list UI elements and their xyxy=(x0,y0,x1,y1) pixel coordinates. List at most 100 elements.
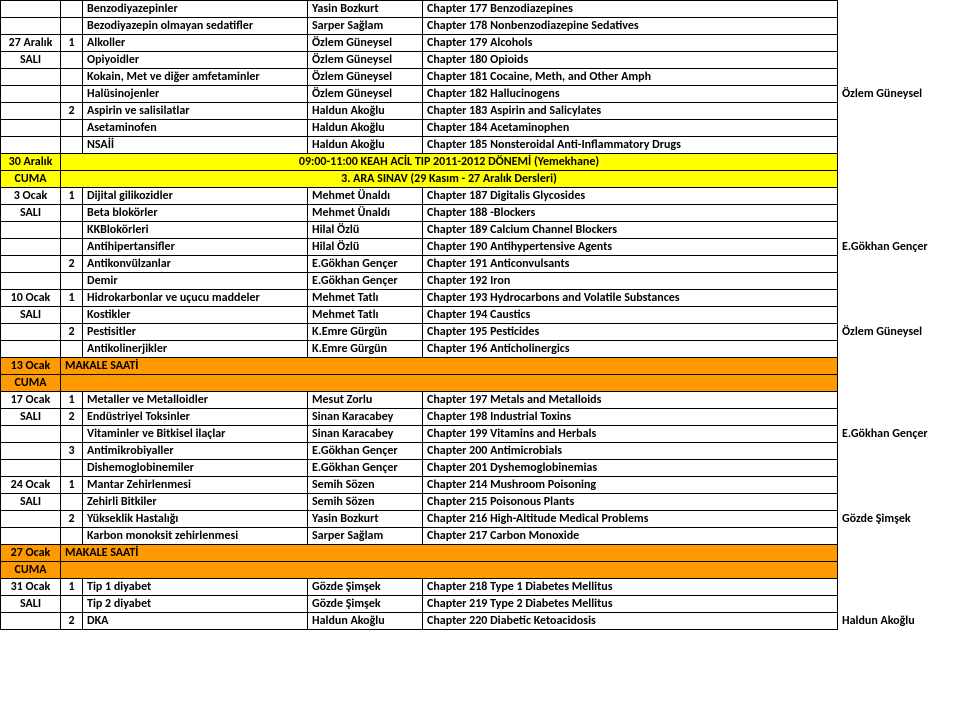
date-cell xyxy=(1,18,61,35)
num-cell xyxy=(61,1,83,18)
merged-cell xyxy=(61,375,838,392)
topic-cell: Benzodiyazepinler xyxy=(83,1,308,18)
num-cell: 2 xyxy=(61,256,83,273)
chapter-cell: Chapter 215 Poisonous Plants xyxy=(423,494,838,511)
chapter-cell: Chapter 197 Metals and Metalloids xyxy=(423,392,838,409)
date-cell: 17 Ocak xyxy=(1,392,61,409)
side-cell xyxy=(838,120,960,137)
person-cell: K.Emre Gürgün xyxy=(308,341,423,358)
side-cell xyxy=(838,171,960,188)
chapter-cell: Chapter 183 Aspirin and Salicylates xyxy=(423,103,838,120)
num-cell xyxy=(61,273,83,290)
num-cell: 2 xyxy=(61,103,83,120)
chapter-cell: Chapter 192 Iron xyxy=(423,273,838,290)
side-cell xyxy=(838,222,960,239)
topic-cell: Antikonvülzanlar xyxy=(83,256,308,273)
person-cell: Semih Sözen xyxy=(308,494,423,511)
chapter-cell: Chapter 196 Anticholinergics xyxy=(423,341,838,358)
chapter-cell: Chapter 190 Antihypertensive Agents xyxy=(423,239,838,256)
person-cell: K.Emre Gürgün xyxy=(308,324,423,341)
side-cell xyxy=(838,562,960,579)
person-cell: Mehmet Tatlı xyxy=(308,290,423,307)
date-cell xyxy=(1,137,61,154)
date-cell xyxy=(1,426,61,443)
topic-cell: Endüstriyel Toksinler xyxy=(83,409,308,426)
date-cell: 30 Aralık xyxy=(1,154,61,171)
side-cell xyxy=(838,409,960,426)
date-cell: 24 Ocak xyxy=(1,477,61,494)
chapter-cell: Chapter 182 Hallucinogens xyxy=(423,86,838,103)
date-cell: 27 Ocak xyxy=(1,545,61,562)
num-cell: 2 xyxy=(61,511,83,528)
person-cell: Sarper Sağlam xyxy=(308,18,423,35)
side-cell xyxy=(838,460,960,477)
topic-cell: Metaller ve Metalloidler xyxy=(83,392,308,409)
side-cell xyxy=(838,69,960,86)
date-cell: SALI xyxy=(1,307,61,324)
date-cell xyxy=(1,613,61,630)
topic-cell: Zehirli Bitkiler xyxy=(83,494,308,511)
num-cell xyxy=(61,426,83,443)
num-cell: 2 xyxy=(61,409,83,426)
side-cell: E.Gökhan Gençer xyxy=(838,426,960,443)
person-cell: Haldun Akoğlu xyxy=(308,613,423,630)
date-cell xyxy=(1,86,61,103)
date-cell xyxy=(1,1,61,18)
topic-cell: Hidrokarbonlar ve uçucu maddeler xyxy=(83,290,308,307)
person-cell: Özlem Güneysel xyxy=(308,52,423,69)
merged-cell: MAKALE SAATİ xyxy=(61,545,838,562)
merged-cell xyxy=(61,562,838,579)
side-cell xyxy=(838,18,960,35)
chapter-cell: Chapter 188 -Blockers xyxy=(423,205,838,222)
date-cell: 31 Ocak xyxy=(1,579,61,596)
chapter-cell: Chapter 194 Caustics xyxy=(423,307,838,324)
side-cell xyxy=(838,290,960,307)
topic-cell: DKA xyxy=(83,613,308,630)
side-cell xyxy=(838,103,960,120)
chapter-cell: Chapter 195 Pesticides xyxy=(423,324,838,341)
date-cell: 27 Aralık xyxy=(1,35,61,52)
topic-cell: Opiyoidler xyxy=(83,52,308,69)
topic-cell: Vitaminler ve Bitkisel ilaçlar xyxy=(83,426,308,443)
chapter-cell: Chapter 219 Type 2 Diabetes Mellitus xyxy=(423,596,838,613)
date-cell: SALI xyxy=(1,205,61,222)
date-cell xyxy=(1,103,61,120)
person-cell: Hilal Özlü xyxy=(308,222,423,239)
date-cell: 10 Ocak xyxy=(1,290,61,307)
date-cell: 3 Ocak xyxy=(1,188,61,205)
person-cell: Gözde Şimşek xyxy=(308,596,423,613)
side-cell xyxy=(838,273,960,290)
date-cell xyxy=(1,69,61,86)
date-cell xyxy=(1,511,61,528)
side-cell xyxy=(838,341,960,358)
chapter-cell: Chapter 220 Diabetic Ketoacidosis xyxy=(423,613,838,630)
chapter-cell: Chapter 185 Nonsteroidal Anti-Inflammato… xyxy=(423,137,838,154)
side-cell xyxy=(838,358,960,375)
date-cell: SALI xyxy=(1,494,61,511)
num-cell xyxy=(61,222,83,239)
date-cell: SALI xyxy=(1,596,61,613)
person-cell: E.Gökhan Gençer xyxy=(308,273,423,290)
side-cell xyxy=(838,256,960,273)
date-cell: CUMA xyxy=(1,375,61,392)
num-cell xyxy=(61,341,83,358)
chapter-cell: Chapter 216 High-Altitude Medical Proble… xyxy=(423,511,838,528)
merged-cell: MAKALE SAATİ xyxy=(61,358,838,375)
topic-cell: Tip 2 diyabet xyxy=(83,596,308,613)
side-cell xyxy=(838,188,960,205)
topic-cell: Alkoller xyxy=(83,35,308,52)
side-cell xyxy=(838,137,960,154)
chapter-cell: Chapter 181 Cocaine, Meth, and Other Amp… xyxy=(423,69,838,86)
side-cell: Gözde Şimşek xyxy=(838,511,960,528)
date-cell xyxy=(1,239,61,256)
schedule-table: BenzodiyazepinlerYasin BozkurtChapter 17… xyxy=(0,0,960,630)
side-cell: Özlem Güneysel xyxy=(838,86,960,103)
chapter-cell: Chapter 179 Alcohols xyxy=(423,35,838,52)
person-cell: Sarper Sağlam xyxy=(308,528,423,545)
chapter-cell: Chapter 217 Carbon Monoxide xyxy=(423,528,838,545)
topic-cell: Pestisitler xyxy=(83,324,308,341)
person-cell: Semih Sözen xyxy=(308,477,423,494)
date-cell: 13 Ocak xyxy=(1,358,61,375)
chapter-cell: Chapter 191 Anticonvulsants xyxy=(423,256,838,273)
num-cell xyxy=(61,18,83,35)
